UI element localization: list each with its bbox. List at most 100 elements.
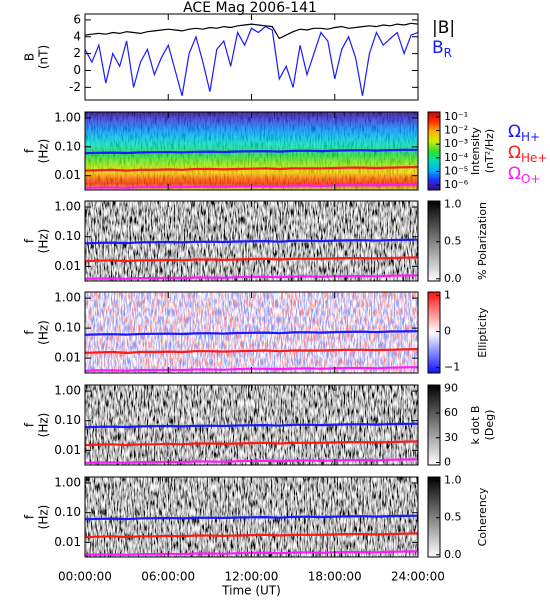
series-line bbox=[84, 330, 419, 336]
colorbar-tick-label: 60 bbox=[444, 406, 458, 419]
legend-label: Ω bbox=[508, 143, 521, 163]
panel: 1.00 0.10 0.01 f (Hz) 1 0 −1 Ellipticity bbox=[23, 289, 490, 374]
y-axis-label: f bbox=[23, 148, 37, 153]
series-line bbox=[84, 348, 419, 355]
colorbar-label: Intensity bbox=[469, 127, 482, 175]
legend-entry: ΩO+ bbox=[508, 164, 541, 186]
y-tick-label: 0 bbox=[73, 63, 81, 77]
series-line bbox=[84, 148, 419, 155]
x-tick-label: 00:00:00 bbox=[58, 570, 112, 584]
panel: 1.00 0.10 0.01 00:00:00 06:00:00 12:00:00 18:0… bbox=[23, 474, 490, 598]
series-line bbox=[84, 532, 419, 539]
colorbar-tick-label: 10⁻¹ bbox=[444, 110, 468, 123]
series-line bbox=[84, 238, 419, 245]
y-axis-label: (Hz) bbox=[37, 139, 51, 164]
colorbar-tick-label: 0.0 bbox=[444, 548, 462, 561]
y-tick-label: 0.01 bbox=[54, 168, 81, 182]
y-tick-label: 1.00 bbox=[54, 110, 81, 124]
colorbar bbox=[427, 291, 441, 374]
colorbar-tick-label: −1 bbox=[444, 361, 460, 374]
y-tick-label: 0.10 bbox=[54, 505, 81, 519]
y-axis-label: f bbox=[23, 514, 37, 519]
colorbar bbox=[427, 476, 441, 558]
y-tick-label: 0.10 bbox=[54, 413, 81, 427]
colorbar-tick-label: 1.0 bbox=[444, 474, 462, 487]
colorbar-tick-label: 10⁻⁵ bbox=[444, 164, 468, 177]
colorbar-label: (nT²/Hz) bbox=[483, 129, 496, 173]
legend-label: Ω bbox=[508, 164, 521, 184]
x-tick-label: 12:00:00 bbox=[225, 570, 279, 584]
chart-title: ACE Mag 2006-141 bbox=[183, 0, 317, 16]
colorbar-tick-label: 0 bbox=[444, 456, 451, 469]
y-axis-label: (nT) bbox=[37, 45, 51, 69]
y-tick-label: 1.00 bbox=[54, 476, 81, 490]
plot-frame bbox=[84, 13, 419, 101]
colorbar-tick-label: 1.0 bbox=[444, 198, 462, 211]
colorbar-label: k dot B bbox=[469, 406, 482, 445]
y-tick-label: 6 bbox=[73, 12, 81, 26]
x-tick-label: 18:00:00 bbox=[308, 570, 362, 584]
colorbar-tick-label: 0.5 bbox=[444, 235, 462, 248]
y-axis-label: B bbox=[23, 53, 37, 61]
y-axis-label: (Hz) bbox=[37, 320, 51, 345]
colorbar bbox=[427, 111, 441, 191]
x-axis-label: Time (UT) bbox=[221, 584, 281, 598]
legend-subscript: R bbox=[444, 46, 452, 60]
y-axis-label: f bbox=[23, 422, 37, 427]
legend-label: |B| bbox=[432, 18, 455, 38]
y-tick-label: -2 bbox=[69, 80, 81, 94]
colorbar-tick-label: 0.0 bbox=[444, 272, 462, 285]
y-axis-label: f bbox=[23, 238, 37, 243]
y-tick-label: 0.10 bbox=[54, 139, 81, 153]
legend-label: Ω bbox=[508, 122, 521, 142]
y-axis-label: f bbox=[23, 330, 37, 335]
panel: 1.00 0.10 0.01 f (Hz) 1.0 0.5 0.0 % Polarization bbox=[23, 198, 490, 285]
series-line bbox=[84, 25, 419, 96]
y-tick-label: 0.01 bbox=[54, 351, 81, 365]
colorbar-label: % Polarization bbox=[476, 202, 489, 280]
series-line bbox=[84, 256, 419, 263]
legend-entry: |B| bbox=[432, 18, 455, 38]
colorbar-tick-label: 10⁻⁴ bbox=[444, 151, 469, 164]
colorbar-tick-label: 0.5 bbox=[444, 511, 462, 524]
y-axis-label: (Hz) bbox=[37, 413, 51, 438]
colorbar-tick-label: 1 bbox=[444, 289, 451, 302]
series-line bbox=[84, 514, 419, 521]
x-tick-label: 06:00:00 bbox=[141, 570, 195, 584]
legend-entry: ΩH+ bbox=[508, 122, 540, 144]
series-line bbox=[84, 440, 419, 447]
y-tick-label: 0.01 bbox=[54, 259, 81, 273]
legend-label: B bbox=[432, 38, 444, 58]
colorbar bbox=[427, 384, 441, 466]
panel: 1.000.100.01f (Hz)ΩH+ΩHe+ΩO+10⁻¹10⁻²10⁻³1… bbox=[23, 110, 548, 191]
series-line bbox=[84, 165, 419, 172]
y-axis-label: (Hz) bbox=[37, 505, 51, 530]
y-tick-label: 0.10 bbox=[54, 229, 81, 243]
colorbar-tick-label: 10⁻² bbox=[444, 124, 468, 137]
colorbar-tick-label: 10⁻³ bbox=[444, 137, 468, 150]
x-tick-label: 24:00:00 bbox=[391, 570, 445, 584]
y-tick-label: 1.00 bbox=[54, 384, 81, 398]
legend-entry: BR bbox=[432, 38, 452, 60]
legend-entry: ΩHe+ bbox=[508, 143, 547, 165]
y-axis-label: (Hz) bbox=[37, 229, 51, 254]
y-tick-label: 4 bbox=[73, 29, 81, 43]
y-tick-label: 0.01 bbox=[54, 535, 81, 549]
colorbar-label: (Deg) bbox=[483, 410, 496, 441]
legend-subscript: H+ bbox=[521, 130, 540, 144]
legend-subscript: O+ bbox=[521, 172, 541, 186]
colorbar-label: Coherency bbox=[476, 487, 489, 546]
colorbar bbox=[427, 200, 441, 282]
colorbar-label: Ellipticity bbox=[476, 307, 489, 358]
y-tick-label: 0.01 bbox=[54, 443, 81, 457]
colorbar-tick-label: 10⁻⁶ bbox=[444, 178, 469, 191]
colorbar-tick-label: 30 bbox=[444, 431, 458, 444]
colorbar-tick-label: 90 bbox=[444, 381, 458, 394]
y-tick-label: 1.00 bbox=[54, 291, 81, 305]
y-tick-label: 2 bbox=[73, 46, 81, 60]
series-line bbox=[84, 422, 419, 429]
y-tick-label: 1.00 bbox=[54, 200, 81, 214]
panel: 1.00 0.10 0.01 f (Hz) 90 60 30 0 k dot B (Deg) bbox=[23, 381, 497, 468]
